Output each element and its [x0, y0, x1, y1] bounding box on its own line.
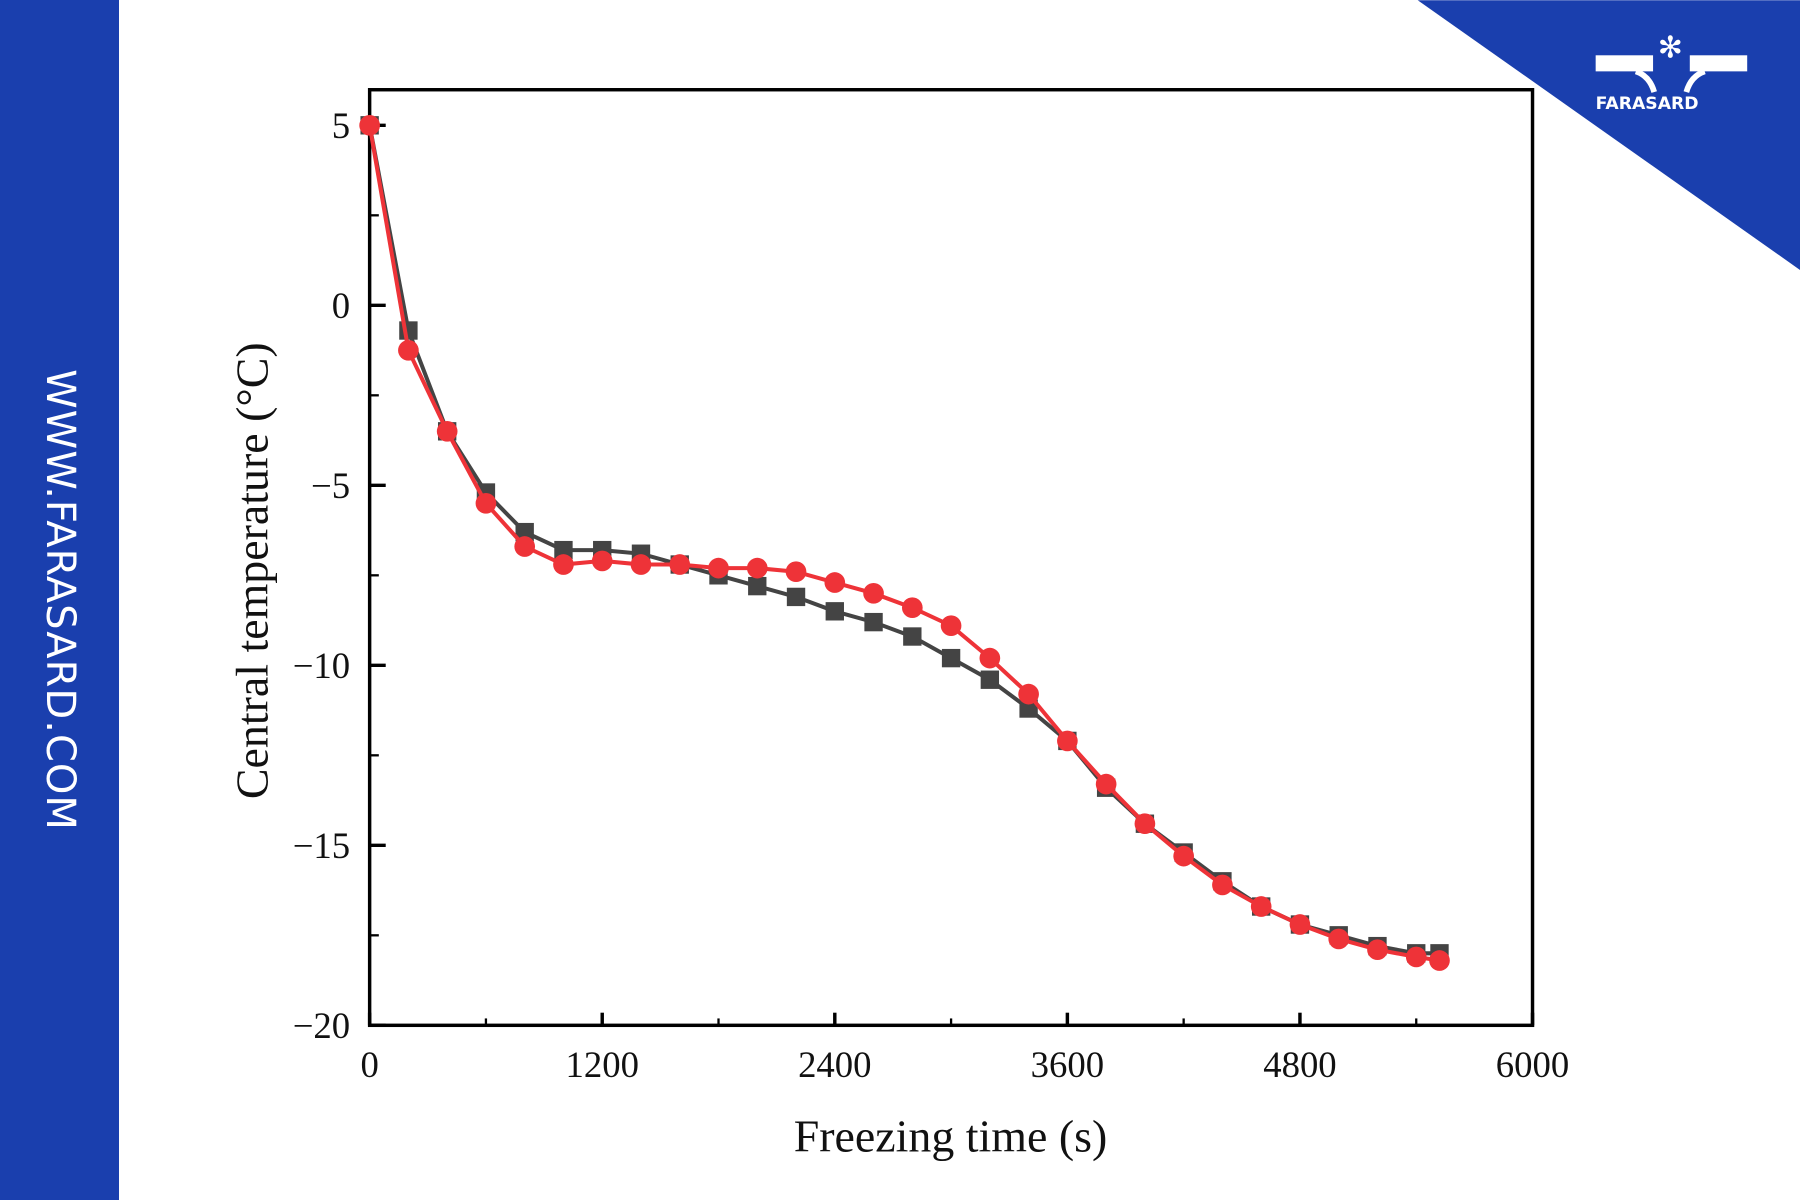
circle-point: [824, 572, 846, 593]
circle-point: [1328, 928, 1350, 950]
circle-point: [514, 536, 536, 557]
circle-point: [1134, 813, 1156, 835]
circle-point: [1212, 874, 1233, 896]
circle-point: [1173, 845, 1194, 867]
x-tick-label: 6000: [1496, 1044, 1569, 1085]
square-point: [1019, 699, 1038, 718]
circle-point: [1018, 683, 1039, 705]
snowflake-icon: ✻: [1658, 32, 1683, 65]
x-tick-label: 4800: [1263, 1044, 1336, 1085]
circle-point: [979, 647, 1001, 669]
circle-point: [785, 561, 807, 583]
x-tick-label: 0: [360, 1044, 378, 1085]
circle-point: [940, 615, 962, 637]
square-point: [786, 587, 806, 607]
circle-point: [436, 420, 458, 442]
circle-point: [591, 550, 613, 572]
square-point: [903, 627, 922, 646]
circle-point: [1250, 896, 1272, 917]
farasard-logo: ✻ FARASARD: [1595, 32, 1748, 114]
x-tick-label: 3600: [1031, 1044, 1104, 1085]
circle-point: [1367, 939, 1388, 961]
square-point: [941, 648, 961, 668]
circle-point: [901, 597, 923, 619]
circle-point: [863, 582, 884, 604]
circle-point: [746, 557, 768, 579]
series-1: [359, 114, 1450, 971]
circle-point: [1405, 946, 1427, 968]
square-point: [864, 612, 883, 632]
y-tick-label: −10: [293, 645, 350, 686]
logo-corner-banner: [1417, 0, 1800, 270]
y-tick-label: 0: [332, 285, 350, 326]
circle-point: [475, 492, 497, 514]
square-point: [980, 670, 1000, 689]
square-point: [748, 576, 767, 596]
brand-sidebar: WWW.FARASARD.COM: [0, 0, 119, 1200]
y-tick-label: −20: [293, 1005, 350, 1046]
circle-point: [359, 114, 380, 136]
x-tick-label: 2400: [798, 1044, 871, 1085]
x-tick-label: 1200: [566, 1044, 639, 1085]
logo-text: FARASARD: [1596, 94, 1699, 114]
circle-point: [1057, 730, 1078, 752]
x-axis-label: Freezing time (s): [794, 1111, 1108, 1162]
circle-point: [398, 339, 419, 361]
y-tick-label: −15: [293, 825, 350, 866]
square-point: [825, 602, 844, 621]
circle-point: [630, 554, 652, 575]
circle-point: [1429, 950, 1450, 971]
y-axis-label: Central temperature (°C): [226, 342, 277, 799]
y-tick-label: −5: [311, 465, 350, 506]
circle-point: [1095, 773, 1117, 795]
circle-point: [708, 557, 729, 579]
circle-point: [1289, 914, 1311, 935]
square-point: [515, 522, 534, 542]
square-point: [554, 540, 573, 560]
circle-point: [553, 554, 574, 575]
circle-point: [669, 554, 691, 575]
y-tick-label: 5: [332, 105, 350, 146]
